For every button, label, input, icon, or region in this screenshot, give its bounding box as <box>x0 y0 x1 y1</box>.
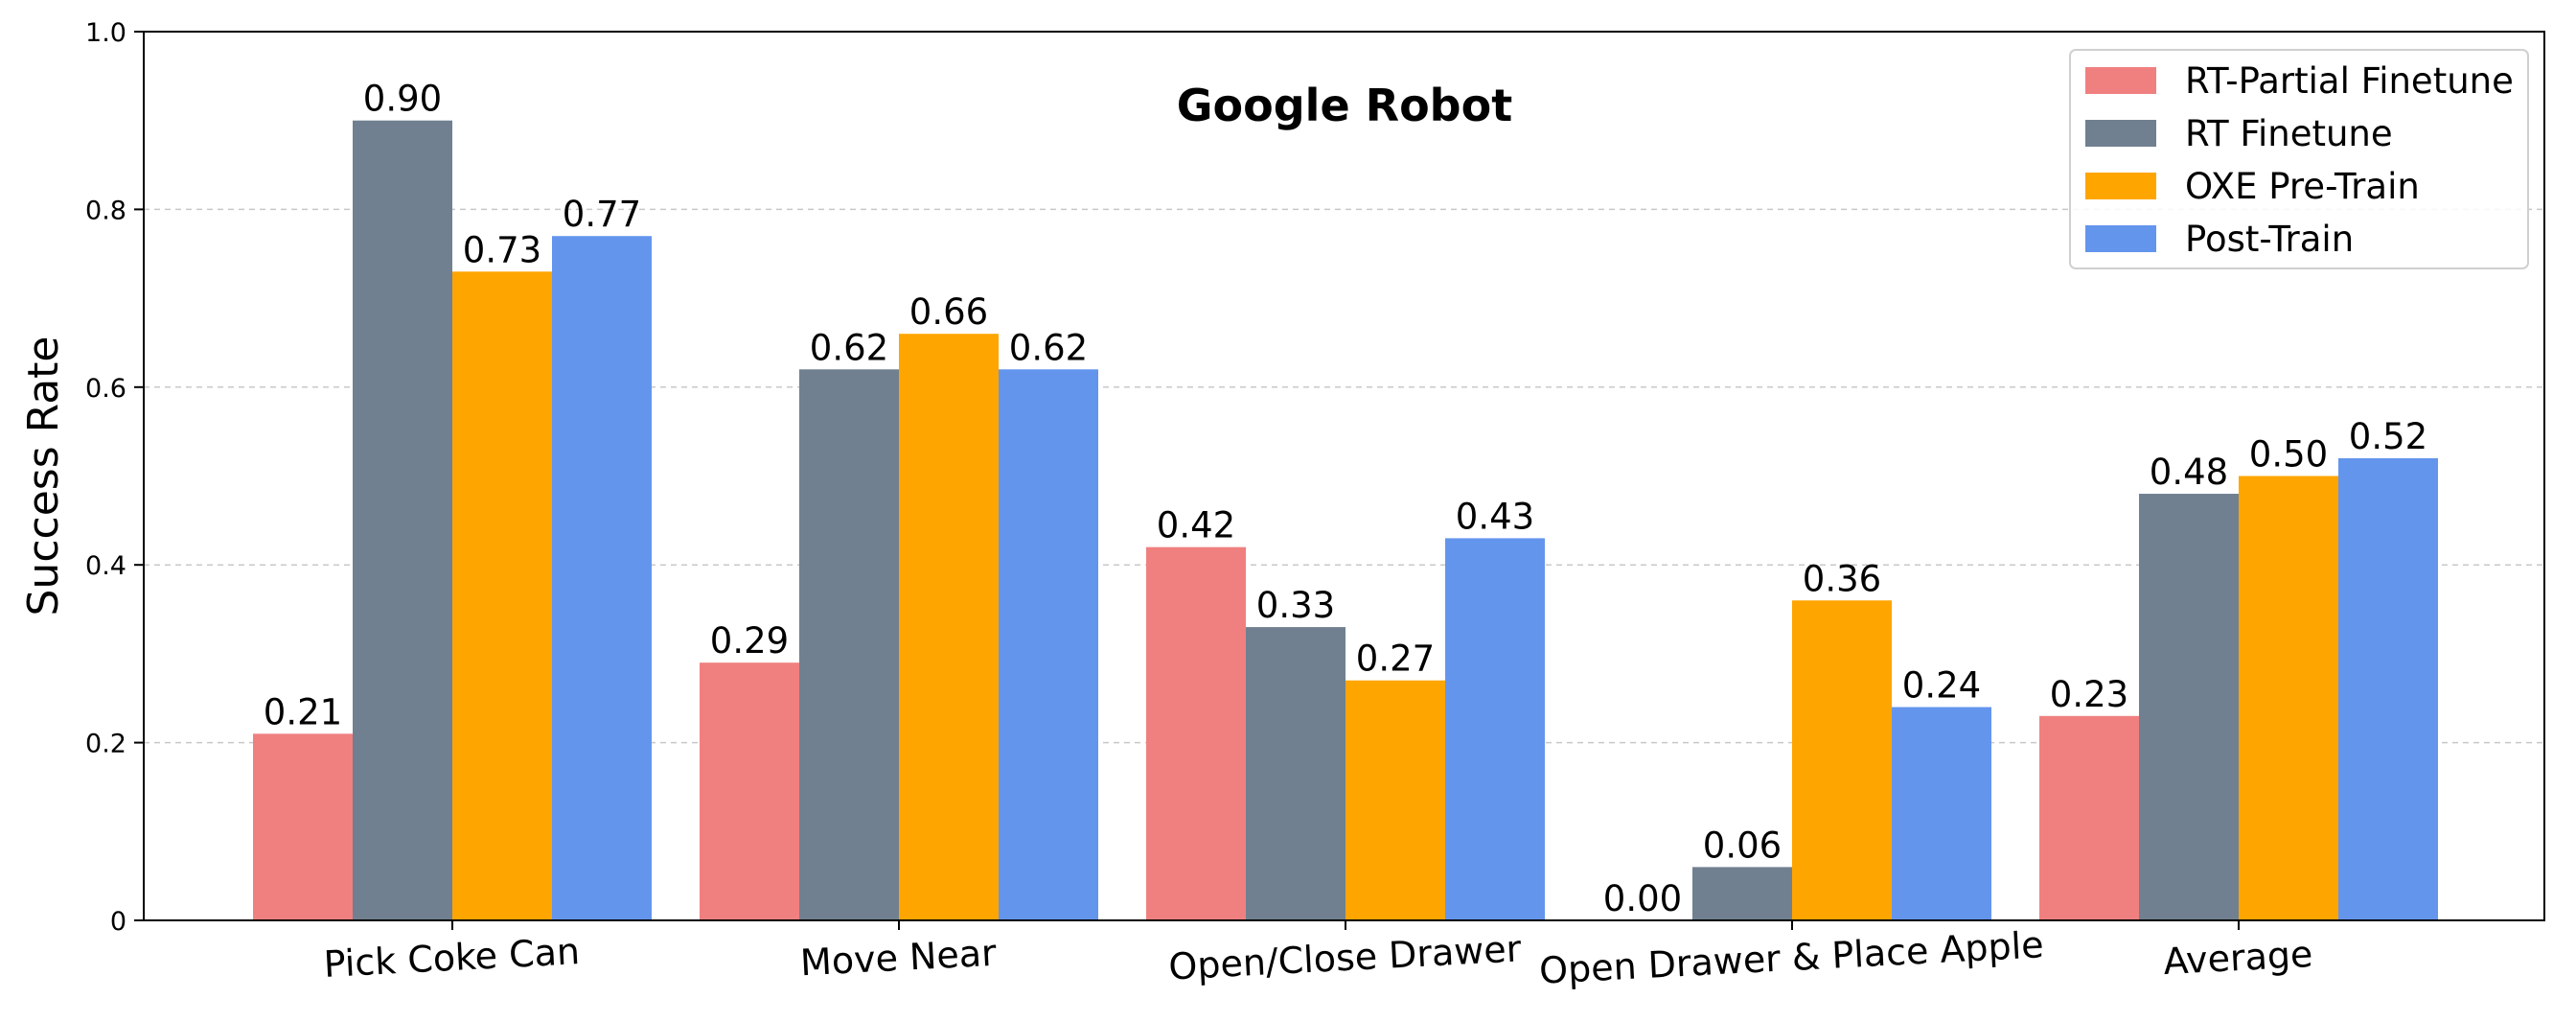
axes <box>134 31 2545 930</box>
bar-oxe-pre-train-4 <box>2239 476 2338 920</box>
bar-rt-partial-finetune-1 <box>700 662 799 920</box>
bar-rt-finetune-4 <box>2139 494 2239 920</box>
bar-value-label: 0.73 <box>463 229 541 270</box>
bar-oxe-pre-train-0 <box>452 271 552 920</box>
y-axis-title: Success Rate <box>19 337 68 616</box>
bar-oxe-pre-train-3 <box>1792 600 1892 920</box>
bar-value-label: 0.50 <box>2249 434 2328 476</box>
bar-value-label: 0.52 <box>2349 416 2427 457</box>
bar-value-label: 0.77 <box>563 194 641 235</box>
bar-post-train-3 <box>1892 707 1991 920</box>
bar-rt-finetune-2 <box>1246 627 1346 920</box>
bar-rt-finetune-0 <box>353 120 452 920</box>
x-tick-label: Average <box>2162 933 2313 983</box>
legend-swatch <box>2085 120 2156 147</box>
legend-entry-label: RT-Partial Finetune <box>2185 60 2514 102</box>
legend-entry-label: OXE Pre-Train <box>2185 166 2420 207</box>
y-tick-label: 1.0 <box>85 18 126 48</box>
y-tick-label: 0.4 <box>85 551 126 581</box>
x-tick-label: Pick Coke Can <box>323 930 581 986</box>
bar-oxe-pre-train-2 <box>1346 680 1445 920</box>
bar-value-label: 0.62 <box>1009 327 1088 368</box>
bar-value-label: 0.42 <box>1157 505 1235 546</box>
legend-swatch <box>2085 225 2156 252</box>
legend-entry-label: Post-Train <box>2185 219 2354 260</box>
bar-oxe-pre-train-1 <box>899 334 999 920</box>
bars <box>253 120 2438 920</box>
bar-value-label: 0.48 <box>2150 452 2228 493</box>
bar-rt-finetune-1 <box>799 369 899 920</box>
bar-post-train-4 <box>2338 457 2438 920</box>
bar-value-label: 0.43 <box>1456 496 1534 537</box>
bar-value-label: 0.62 <box>810 327 888 368</box>
labels: 0.21 0.29 0.42 0.00 0.23 0.90 0.62 0.33 0.06 0.48… <box>85 18 2427 992</box>
bar-value-label: 0.27 <box>1356 639 1435 680</box>
x-tick-label: Open/Close Drawer <box>1167 927 1522 987</box>
y-tick-label: 0.8 <box>85 196 126 225</box>
bar-value-label: 0.66 <box>909 291 988 333</box>
bar-value-label: 0.29 <box>710 620 789 662</box>
bar-value-label: 0.33 <box>1256 585 1335 626</box>
bar-rt-partial-finetune-0 <box>253 733 353 920</box>
bar-post-train-1 <box>999 369 1098 920</box>
bar-value-label: 0.23 <box>2050 674 2128 715</box>
y-tick-label: 0 <box>110 907 126 937</box>
chart-title: Google Robot <box>1177 80 1512 131</box>
legend-swatch <box>2085 173 2156 199</box>
legend-box <box>2069 49 2529 269</box>
plot-frame <box>143 31 2545 921</box>
bar-value-label: 0.06 <box>1703 825 1782 866</box>
bar-value-label: 0.00 <box>1603 878 1682 919</box>
bar-value-label: 0.90 <box>363 79 442 120</box>
legend-swatch <box>2085 67 2156 94</box>
legend-entry-label: RT Finetune <box>2185 113 2393 154</box>
bar-post-train-2 <box>1445 538 1545 920</box>
bar-value-label: 0.24 <box>1902 665 1981 707</box>
bar-rt-finetune-3 <box>1692 867 1792 920</box>
bar-rt-partial-finetune-4 <box>2039 715 2139 920</box>
bar-post-train-0 <box>552 236 652 920</box>
x-tick-label: Open Drawer & Place Apple <box>1538 923 2044 992</box>
y-tick-label: 0.2 <box>85 730 126 759</box>
bar-value-label: 0.36 <box>1803 558 1881 599</box>
bar-rt-partial-finetune-2 <box>1146 546 1246 920</box>
bar-value-label: 0.21 <box>264 691 342 732</box>
legend: RT-Partial Finetune RT Finetune OXE Pre-Tr… <box>2069 49 2529 269</box>
y-tick-label: 0.6 <box>85 374 126 404</box>
x-tick-label: Move Near <box>799 932 998 985</box>
